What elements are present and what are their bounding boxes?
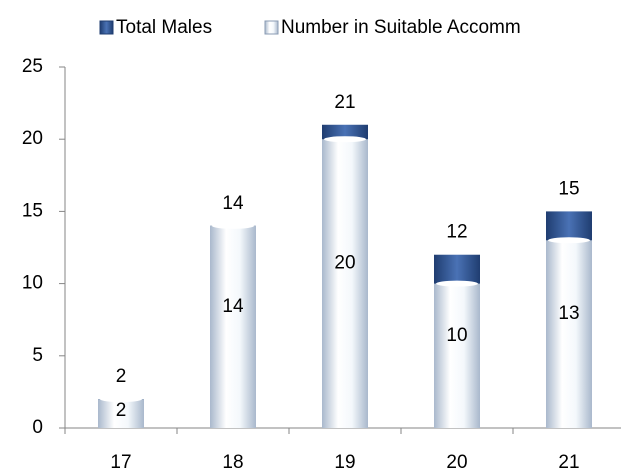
- y-tick-label: 10: [22, 273, 43, 294]
- y-tick-label: 15: [22, 200, 43, 221]
- x-tick-label: 20: [446, 452, 467, 472]
- x-tick-label: 17: [110, 452, 131, 472]
- bar: [210, 225, 256, 428]
- legend-swatch: [99, 20, 114, 35]
- legend-label: Number in Suitable Accomm: [281, 17, 521, 38]
- bar-highlight: [100, 396, 142, 403]
- data-label: 14: [222, 296, 244, 317]
- data-label: 2: [116, 366, 127, 387]
- data-label: 15: [558, 178, 579, 199]
- data-label: 14: [222, 193, 244, 214]
- data-label: 12: [446, 222, 467, 243]
- legend-swatch: [264, 20, 279, 35]
- y-tick-label: 0: [32, 417, 43, 438]
- bar: [546, 240, 592, 428]
- bar: [98, 399, 144, 428]
- y-tick-label: 20: [22, 128, 43, 149]
- data-label: 21: [334, 92, 355, 113]
- data-label: 13: [558, 303, 579, 324]
- bar: [434, 283, 480, 428]
- bar: [322, 139, 368, 428]
- bar-highlight: [436, 280, 478, 287]
- y-tick-label: 25: [22, 56, 43, 77]
- bar-highlight: [548, 237, 590, 244]
- bar-highlight: [212, 222, 254, 229]
- legend-label: Total Males: [116, 17, 212, 38]
- data-label: 20: [334, 253, 355, 274]
- bar-highlight: [324, 136, 366, 143]
- x-tick-label: 21: [558, 452, 579, 472]
- data-label: 2: [116, 400, 127, 421]
- y-tick-label: 5: [32, 345, 43, 366]
- x-tick-label: 18: [222, 452, 243, 472]
- x-tick-label: 19: [334, 452, 355, 472]
- data-label: 10: [446, 325, 467, 346]
